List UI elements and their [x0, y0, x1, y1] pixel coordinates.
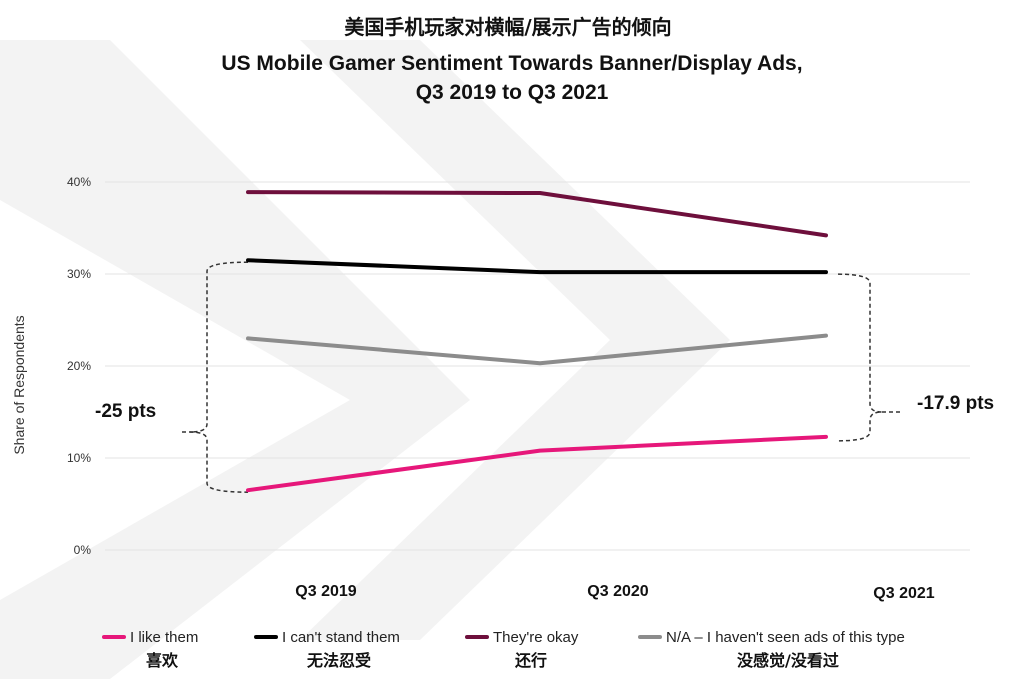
series-line	[246, 258, 828, 275]
legend-label: N/A – I haven't seen ads of this type	[666, 629, 905, 646]
legend: I like them I can't stand them They're oka…	[102, 629, 905, 670]
x-tick-label: Q3 2020	[587, 583, 648, 600]
legend-label: I like them	[130, 629, 198, 646]
y-tick-label: 40%	[67, 175, 91, 189]
x-tick-label: Q3 2021	[873, 585, 934, 602]
series-lines	[246, 190, 828, 493]
chart-title-line-2: Q3 2019 to Q3 2021	[416, 81, 609, 104]
background-watermark	[0, 40, 730, 679]
annotation-label: -25 pts	[95, 401, 156, 422]
y-tick-label: 10%	[67, 451, 91, 465]
y-axis-ticks: 0% 10% 20% 30% 40%	[67, 175, 91, 557]
legend-label-cn: 没感觉/没看过	[737, 651, 839, 670]
series-line	[246, 434, 828, 493]
bracket	[837, 273, 883, 442]
y-axis-label: Share of Respondents	[11, 315, 27, 454]
chart-title-line-1: US Mobile Gamer Sentiment Towards Banner…	[221, 52, 802, 75]
legend-label-cn: 还行	[514, 651, 547, 670]
y-tick-label: 20%	[67, 359, 91, 373]
annotation-label: -17.9 pts	[917, 393, 994, 414]
legend-label-cn: 喜欢	[146, 651, 179, 670]
legend-label: They're okay	[493, 629, 579, 646]
series-line	[246, 333, 828, 366]
x-tick-label: Q3 2019	[295, 583, 356, 600]
y-tick-label: 30%	[67, 267, 91, 281]
legend-label: I can't stand them	[282, 629, 400, 646]
series-line	[246, 190, 828, 238]
x-axis-ticks: Q3 2019 Q3 2020 Q3 2021	[295, 583, 934, 602]
annotations: -25 pts -17.9 pts	[95, 261, 994, 493]
chart-title-cn: 美国手机玩家对横幅/展示广告的倾向	[344, 15, 671, 39]
legend-label-cn: 无法忍受	[306, 651, 371, 670]
y-tick-label: 0%	[74, 543, 92, 557]
